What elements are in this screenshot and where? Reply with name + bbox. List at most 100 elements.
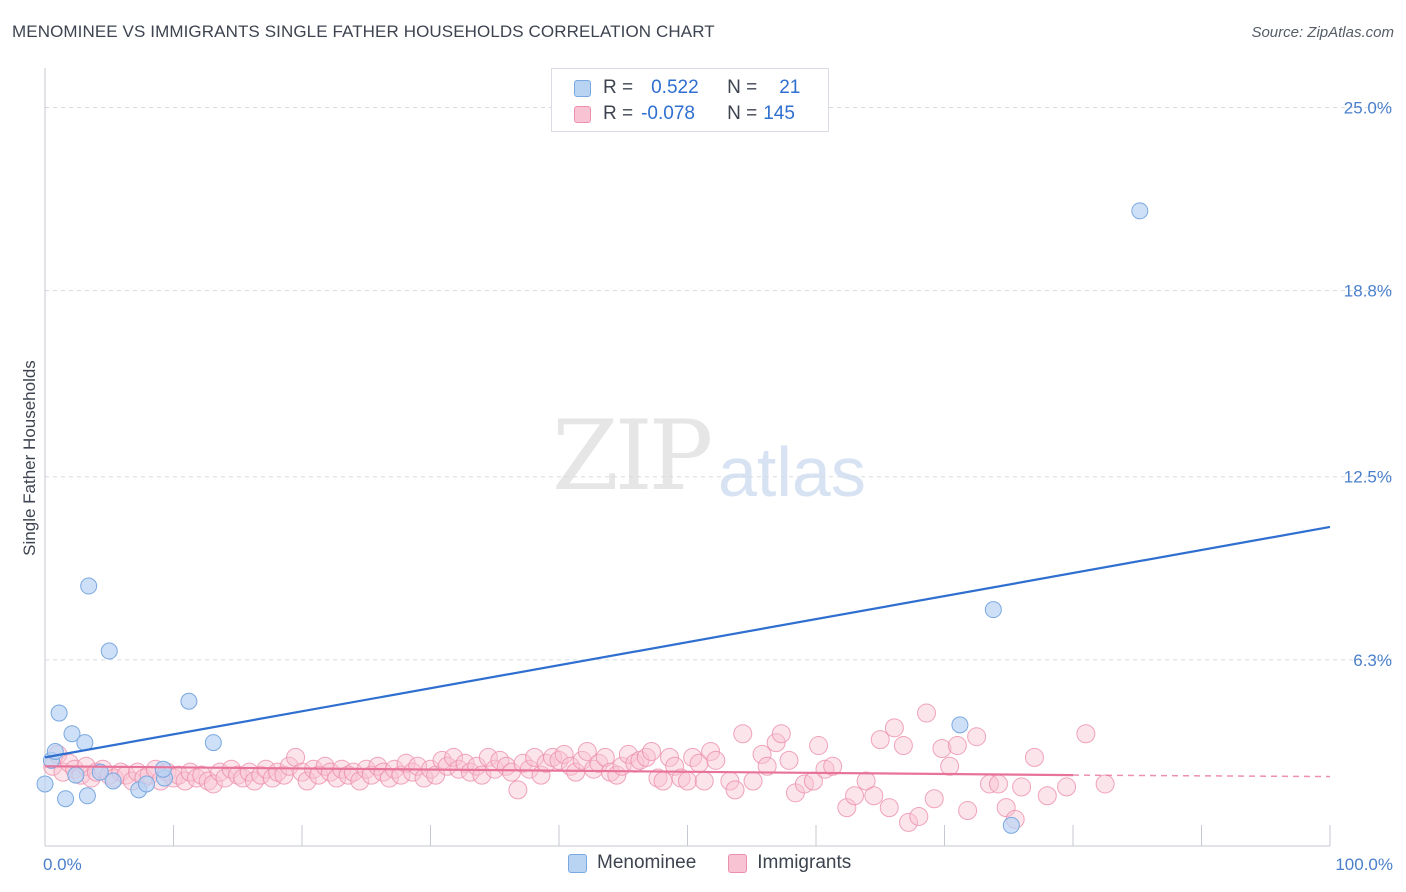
- immigrants-point: [1037, 786, 1057, 806]
- immigrants-point: [648, 768, 668, 788]
- immigrants-point: [809, 736, 829, 756]
- chart-title: MENOMINEE VS IMMIGRANTS SINGLE FATHER HO…: [12, 22, 715, 41]
- immigrants-point: [660, 747, 680, 767]
- menominee-point: [100, 642, 118, 660]
- immigrants-point: [870, 730, 890, 750]
- immigrants-point: [554, 744, 574, 764]
- immigrants-point: [175, 771, 195, 791]
- immigrants-point: [899, 812, 919, 832]
- menominee-point: [1131, 202, 1149, 220]
- immigrants-point: [1012, 777, 1032, 797]
- immigrants-point: [837, 798, 857, 818]
- immigrants-point: [653, 771, 673, 791]
- immigrants-r-value: -0.078: [641, 103, 695, 124]
- legend-item-menominee[interactable]: Menominee: [568, 852, 696, 874]
- menominee-point: [57, 790, 75, 808]
- immigrants-point: [368, 756, 388, 776]
- legend-item-immigrants[interactable]: Immigrants: [728, 852, 851, 874]
- menominee-point: [78, 787, 96, 805]
- immigrants-point: [228, 765, 248, 785]
- menominee-trend-line: [44, 525, 1331, 759]
- correlation-legend: R = 0.522 N = 21 R = -0.078 N = 145: [551, 68, 829, 132]
- immigrants-point: [924, 789, 944, 809]
- x-tick-label: 100.0%: [1335, 855, 1393, 874]
- immigrants-point: [203, 774, 223, 794]
- menominee-point: [138, 775, 156, 793]
- immigrants-point: [706, 750, 726, 770]
- immigrants-point: [743, 771, 763, 791]
- menominee-point: [63, 725, 81, 743]
- x-tick-label: 0.0%: [43, 855, 82, 874]
- immigrants-point: [1024, 747, 1044, 767]
- immigrants-point: [823, 756, 843, 776]
- menominee-point: [1002, 816, 1020, 834]
- immigrants-point: [508, 780, 528, 800]
- legend-row-menominee: R = 0.522 N = 21: [574, 76, 800, 100]
- menominee-n-label: N =: [727, 77, 758, 98]
- y-tick-label: 12.5%: [1344, 468, 1392, 487]
- menominee-r-label: R =: [603, 77, 634, 98]
- menominee-point: [951, 716, 969, 734]
- y-tick-label: 18.8%: [1344, 282, 1392, 301]
- menominee-point: [80, 577, 98, 595]
- immigrants-point: [845, 786, 865, 806]
- immigrants-legend-swatch: [728, 853, 748, 873]
- immigrants-point: [757, 756, 777, 776]
- immigrants-point: [1095, 774, 1115, 794]
- immigrants-point: [642, 741, 662, 761]
- legend-row-immigrants: R = -0.078 N = 145: [574, 102, 795, 126]
- immigrants-point: [940, 756, 960, 776]
- series-legend: Menominee Immigrants: [568, 852, 883, 874]
- immigrants-trend-line: [44, 765, 1074, 777]
- menominee-legend-label: Menominee: [597, 852, 697, 873]
- watermark-atlas: atlas: [718, 433, 866, 511]
- y-tick-label: 6.3%: [1353, 651, 1392, 670]
- immigrants-point: [725, 780, 745, 800]
- immigrants-swatch: [574, 105, 591, 123]
- immigrants-point: [909, 806, 929, 826]
- immigrants-point: [856, 771, 876, 791]
- immigrants-point: [584, 759, 604, 779]
- immigrants-point: [967, 727, 987, 747]
- immigrants-point: [187, 768, 207, 788]
- menominee-legend-swatch: [568, 853, 587, 873]
- menominee-point: [91, 763, 109, 781]
- immigrants-point: [779, 750, 799, 770]
- immigrants-point: [251, 765, 271, 785]
- immigrants-r-label: R =: [603, 103, 634, 124]
- immigrants-point: [455, 753, 475, 773]
- immigrants-legend-label: Immigrants: [757, 852, 852, 873]
- menominee-point: [67, 766, 85, 784]
- immigrants-point: [338, 765, 358, 785]
- menominee-point: [36, 775, 54, 793]
- immigrants-point: [864, 786, 884, 806]
- immigrants-point: [733, 724, 753, 744]
- immigrants-n-label: N =: [727, 103, 758, 124]
- immigrants-point: [766, 733, 786, 753]
- immigrants-point: [315, 756, 335, 776]
- menominee-point: [154, 760, 172, 778]
- menominee-point: [180, 692, 198, 710]
- immigrants-point: [350, 771, 370, 791]
- menominee-swatch: [574, 79, 591, 97]
- immigrants-point: [893, 736, 913, 756]
- source-label: Source: ZipAtlas.com: [1251, 24, 1394, 41]
- immigrants-point: [947, 736, 967, 756]
- menominee-point: [204, 734, 222, 752]
- immigrants-point: [988, 774, 1008, 794]
- immigrants-point: [884, 718, 904, 738]
- immigrants-n-value: 145: [763, 103, 795, 124]
- immigrants-trend-extension: [1072, 774, 1331, 778]
- menominee-n-value: 21: [779, 77, 801, 98]
- menominee-r-value: 0.522: [651, 77, 699, 98]
- menominee-point: [50, 704, 68, 722]
- immigrants-point: [701, 741, 721, 761]
- immigrants-point: [478, 747, 498, 767]
- immigrants-point: [519, 759, 539, 779]
- immigrants-point: [408, 756, 428, 776]
- y-tick-label: 25.0%: [1344, 98, 1392, 117]
- immigrants-point: [636, 747, 656, 767]
- immigrants-point: [391, 765, 411, 785]
- immigrants-point: [752, 744, 772, 764]
